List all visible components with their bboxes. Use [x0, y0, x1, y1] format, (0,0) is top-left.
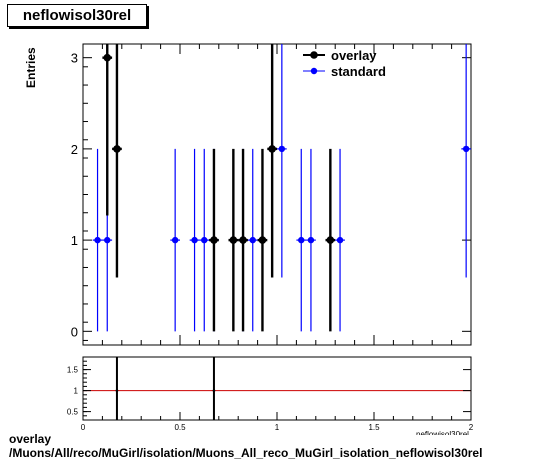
footer-line-1: overlay: [9, 432, 52, 446]
y-tick-label: 3: [71, 51, 78, 66]
legend-marker-standard: [310, 67, 318, 75]
ratio-plot-frame: [82, 356, 472, 421]
overlay-point: [239, 236, 247, 244]
legend-label-standard: standard: [331, 64, 386, 79]
ratio-point: [115, 389, 119, 392]
footer-line-2: /Muons/All/reco/MuGirl/isolation/Muons_A…: [9, 446, 483, 460]
standard-point: [307, 236, 315, 244]
standard-point: [278, 145, 286, 153]
y-axis-label: Entries: [24, 47, 38, 88]
standard-point: [298, 236, 305, 244]
ratio-y-tick-label: 1: [74, 387, 79, 396]
ratio-y-tick-label: 0.5: [67, 408, 79, 417]
overlay-point: [210, 236, 218, 244]
legend-marker-overlay: [310, 51, 318, 59]
ratio-x-tick-label: 1: [275, 423, 280, 432]
standard-point: [462, 145, 470, 153]
ratio-x-tick-label: 0.5: [174, 423, 186, 432]
x-axis-label: neflowisol30rel: [416, 430, 469, 435]
overlay-point: [268, 145, 276, 153]
standard-point: [201, 236, 208, 244]
ratio-x-tick-label: 0: [81, 423, 86, 432]
legend-label-overlay: overlay: [331, 48, 377, 63]
ratio-point: [212, 389, 216, 392]
overlay-point: [229, 236, 238, 244]
overlay-point: [258, 236, 267, 244]
standard-point: [94, 236, 101, 244]
overlay-point: [103, 53, 112, 62]
y-tick-label: 2: [71, 142, 78, 157]
standard-point: [171, 236, 179, 244]
ratio-x-tick-label: 1.5: [368, 423, 380, 432]
standard-point: [191, 236, 198, 244]
standard-point: [336, 236, 344, 244]
histogram-title: neflowisol30rel: [7, 4, 147, 27]
standard-point: [249, 236, 256, 244]
overlay-point: [326, 236, 335, 244]
ratio-y-tick-label: 1.5: [67, 366, 79, 375]
y-tick-label: 0: [71, 324, 78, 339]
footer-caption: overlay /Muons/All/reco/MuGirl/isolation…: [9, 432, 482, 460]
main-plot-frame: [82, 43, 472, 346]
standard-point: [104, 236, 111, 244]
overlay-point: [113, 145, 121, 153]
ratio-x-tick-label: 2: [469, 423, 474, 432]
y-tick-label: 1: [71, 233, 78, 248]
